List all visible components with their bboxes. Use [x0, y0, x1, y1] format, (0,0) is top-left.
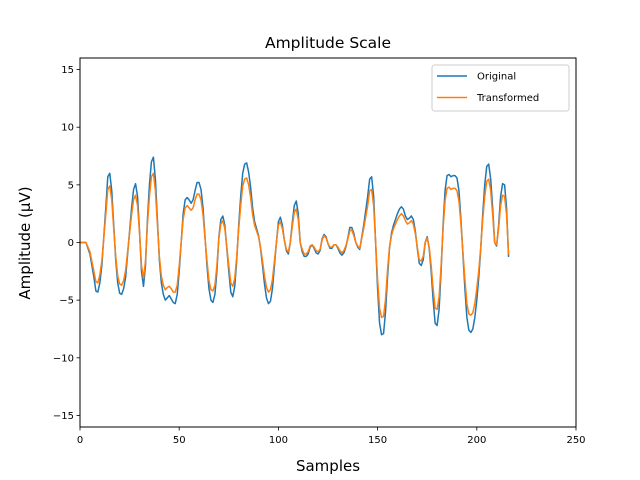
y-tick-label: 0 [68, 238, 74, 249]
y-tick-label: 10 [61, 123, 74, 134]
plot-lines [80, 156, 510, 336]
x-tick-label: 0 [77, 435, 83, 446]
x-tick-label: 100 [269, 435, 288, 446]
x-tick-label: 200 [467, 435, 486, 446]
y-tick-label: 15 [61, 65, 74, 76]
y-tick-label: −10 [53, 353, 74, 364]
y-axis-ticks: −15 −10 −5 0 5 10 15 [53, 65, 80, 422]
y-tick-label: −15 [53, 411, 74, 422]
x-tick-label: 50 [173, 435, 186, 446]
legend-label-transformed: Transformed [476, 93, 539, 104]
y-tick-label: −5 [59, 296, 74, 307]
x-tick-label: 250 [566, 435, 585, 446]
y-tick-label: 5 [68, 180, 74, 191]
chart-title: Amplitude Scale [265, 34, 391, 52]
legend: Original Transformed [431, 64, 570, 112]
series-line-transformed [80, 172, 510, 319]
x-axis-title: Samples [296, 457, 360, 475]
x-tick-label: 150 [368, 435, 387, 446]
y-axis-title: Amplitude (µV) [16, 186, 34, 299]
legend-label-original: Original [477, 72, 516, 83]
x-axis-ticks: 0 50 100 150 200 250 [77, 427, 586, 446]
